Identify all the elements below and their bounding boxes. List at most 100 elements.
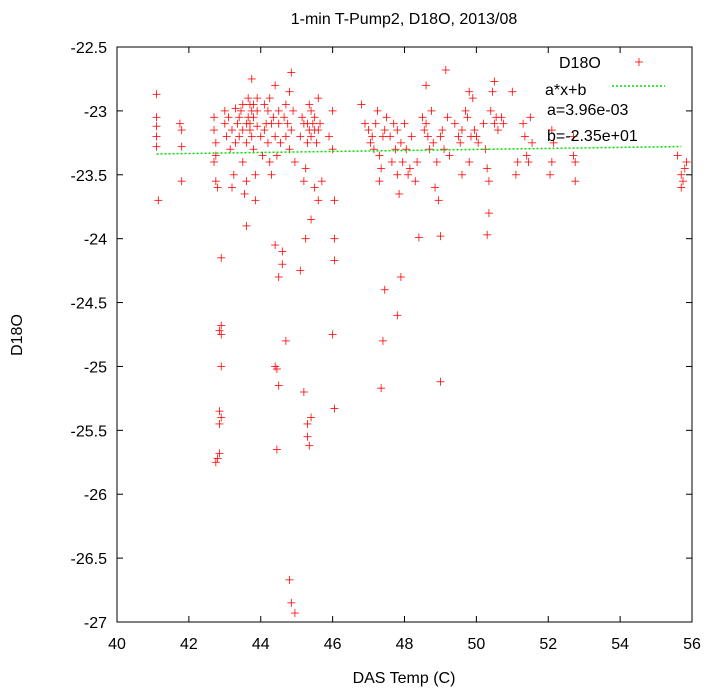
fit-line: [156, 145, 682, 155]
data-point: [253, 106, 262, 115]
data-point: [211, 138, 220, 147]
data-point: [301, 234, 310, 243]
data-point: [177, 177, 186, 186]
data-point: [231, 138, 240, 147]
data-point: [400, 119, 409, 128]
data-point: [490, 77, 499, 86]
data-point: [247, 74, 256, 83]
data-point: [427, 106, 436, 115]
data-point: [307, 106, 316, 115]
x-axis-label: DAS Temp (C): [353, 670, 456, 687]
x-tick-label: 56: [683, 636, 701, 653]
data-point: [524, 158, 533, 166]
data-point: [177, 126, 186, 135]
x-axis: 40 42 44 46 48 50 52 54 56: [108, 47, 701, 653]
data-point: [253, 94, 262, 103]
data-point: [233, 119, 242, 128]
data-point: [253, 122, 262, 131]
data-point: [431, 183, 440, 192]
data-point: [526, 113, 535, 122]
y-tick-label: -25: [84, 359, 107, 376]
data-point: [251, 196, 260, 205]
data-point: [382, 113, 391, 122]
data-point: [296, 132, 305, 141]
data-point: [680, 164, 689, 173]
data-point: [484, 177, 493, 186]
data-point: [265, 158, 274, 166]
data-point: [369, 145, 378, 154]
data-point: [303, 419, 312, 428]
data-point: [520, 132, 529, 141]
data-point: [328, 330, 337, 339]
data-point: [229, 170, 238, 179]
data-point: [393, 170, 402, 179]
y-axis: -22.5 -23 -23.5 -24 -24.5 -25 -25.5 -26 -26.5 -27: [71, 40, 692, 632]
data-point: [378, 132, 387, 141]
data-point: [461, 106, 470, 115]
data-point: [152, 90, 161, 99]
x-tick-label: 44: [252, 636, 270, 653]
data-point: [152, 132, 161, 141]
data-point: [546, 170, 555, 179]
data-point: [310, 183, 319, 192]
data-point: [298, 113, 307, 122]
data-point: [242, 138, 251, 147]
data-point: [251, 170, 260, 179]
data-point: [215, 326, 224, 335]
x-tick-label: 48: [396, 636, 414, 653]
data-point: [474, 138, 483, 147]
data-point: [422, 81, 431, 90]
data-point: [152, 122, 161, 131]
x-tick-label: 52: [539, 636, 557, 653]
data-point: [256, 132, 265, 141]
data-point: [303, 432, 312, 441]
data-point: [247, 132, 256, 141]
data-point: [267, 170, 276, 179]
y-tick-label: -24: [84, 232, 107, 249]
data-point: [211, 177, 220, 186]
data-point: [380, 285, 389, 294]
data-point: [484, 209, 493, 218]
data-point: [175, 119, 184, 128]
data-point: [285, 575, 294, 584]
y-tick-label: -26: [84, 487, 107, 504]
data-point: [463, 113, 472, 122]
data-point: [258, 151, 267, 160]
data-point: [235, 132, 244, 141]
data-point: [569, 151, 578, 160]
data-point: [308, 119, 317, 128]
data-point: [330, 256, 339, 265]
data-point: [677, 183, 686, 192]
data-point: [443, 113, 452, 122]
data-point: [213, 454, 222, 463]
data-point: [375, 177, 384, 186]
y-tick-label: -24.5: [71, 296, 108, 313]
data-point: [398, 158, 407, 166]
data-point: [458, 126, 466, 135]
data-point: [549, 138, 558, 147]
data-point: [418, 113, 427, 122]
data-point: [299, 177, 308, 186]
data-point: [569, 132, 578, 141]
data-point: [244, 94, 253, 103]
data-point: [571, 177, 580, 186]
data-point: [240, 189, 249, 198]
data-point: [436, 132, 445, 141]
data-point: [314, 126, 323, 135]
data-point: [312, 138, 321, 147]
data-point: [391, 145, 400, 154]
data-point: [438, 126, 447, 135]
data-point: [238, 158, 247, 166]
data-point: [450, 119, 459, 128]
y-tick-label: -25.5: [71, 423, 108, 440]
data-point: [493, 126, 502, 135]
data-point: [387, 158, 396, 166]
data-point: [395, 189, 404, 198]
y-tick-label: -22.5: [71, 40, 108, 57]
data-point: [271, 241, 280, 250]
data-point: [272, 365, 281, 373]
data-point: [470, 126, 479, 135]
x-tick-label: 50: [467, 636, 485, 653]
data-point: [287, 598, 296, 607]
